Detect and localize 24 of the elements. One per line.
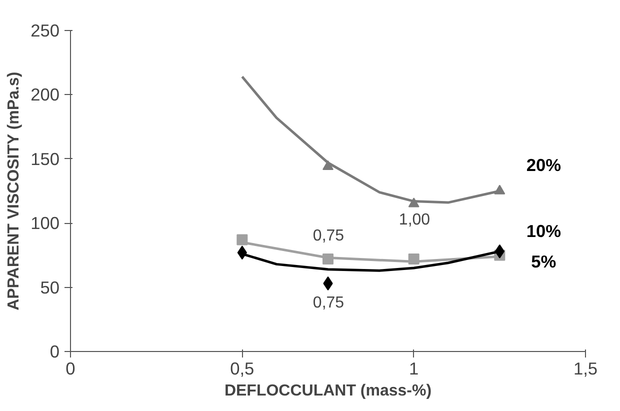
y-tick-label: 200 [30,84,60,105]
y-tick-label: 150 [30,148,60,169]
point [408,198,420,208]
y-tick-label: 250 [30,20,60,40]
point [322,254,334,265]
point [322,160,334,170]
x-tick-label: 1 [409,358,419,378]
y-tick-label: 0 [50,342,60,362]
point [494,184,506,194]
series-label: 5% [531,251,556,272]
y-tick-label: 100 [30,213,60,234]
annotation: 0,75 [312,228,344,244]
x-tick-label: 0 [66,358,76,378]
annotation: 0,75 [312,294,344,312]
y-tick-label: 50 [40,277,60,298]
series-label: 20% [526,155,562,175]
x-tick-label: 0,5 [230,358,254,378]
x-axis-title: DEFLOCCULANT (mass-%) [224,382,432,400]
x-tick-label: 1,5 [573,358,598,378]
point [236,234,248,246]
y-axis-title: APPARENT VISCOSITY (mPa.s) [6,72,23,310]
point [408,254,420,265]
series-label: 10% [526,221,562,242]
annotation: 1,00 [398,212,430,228]
